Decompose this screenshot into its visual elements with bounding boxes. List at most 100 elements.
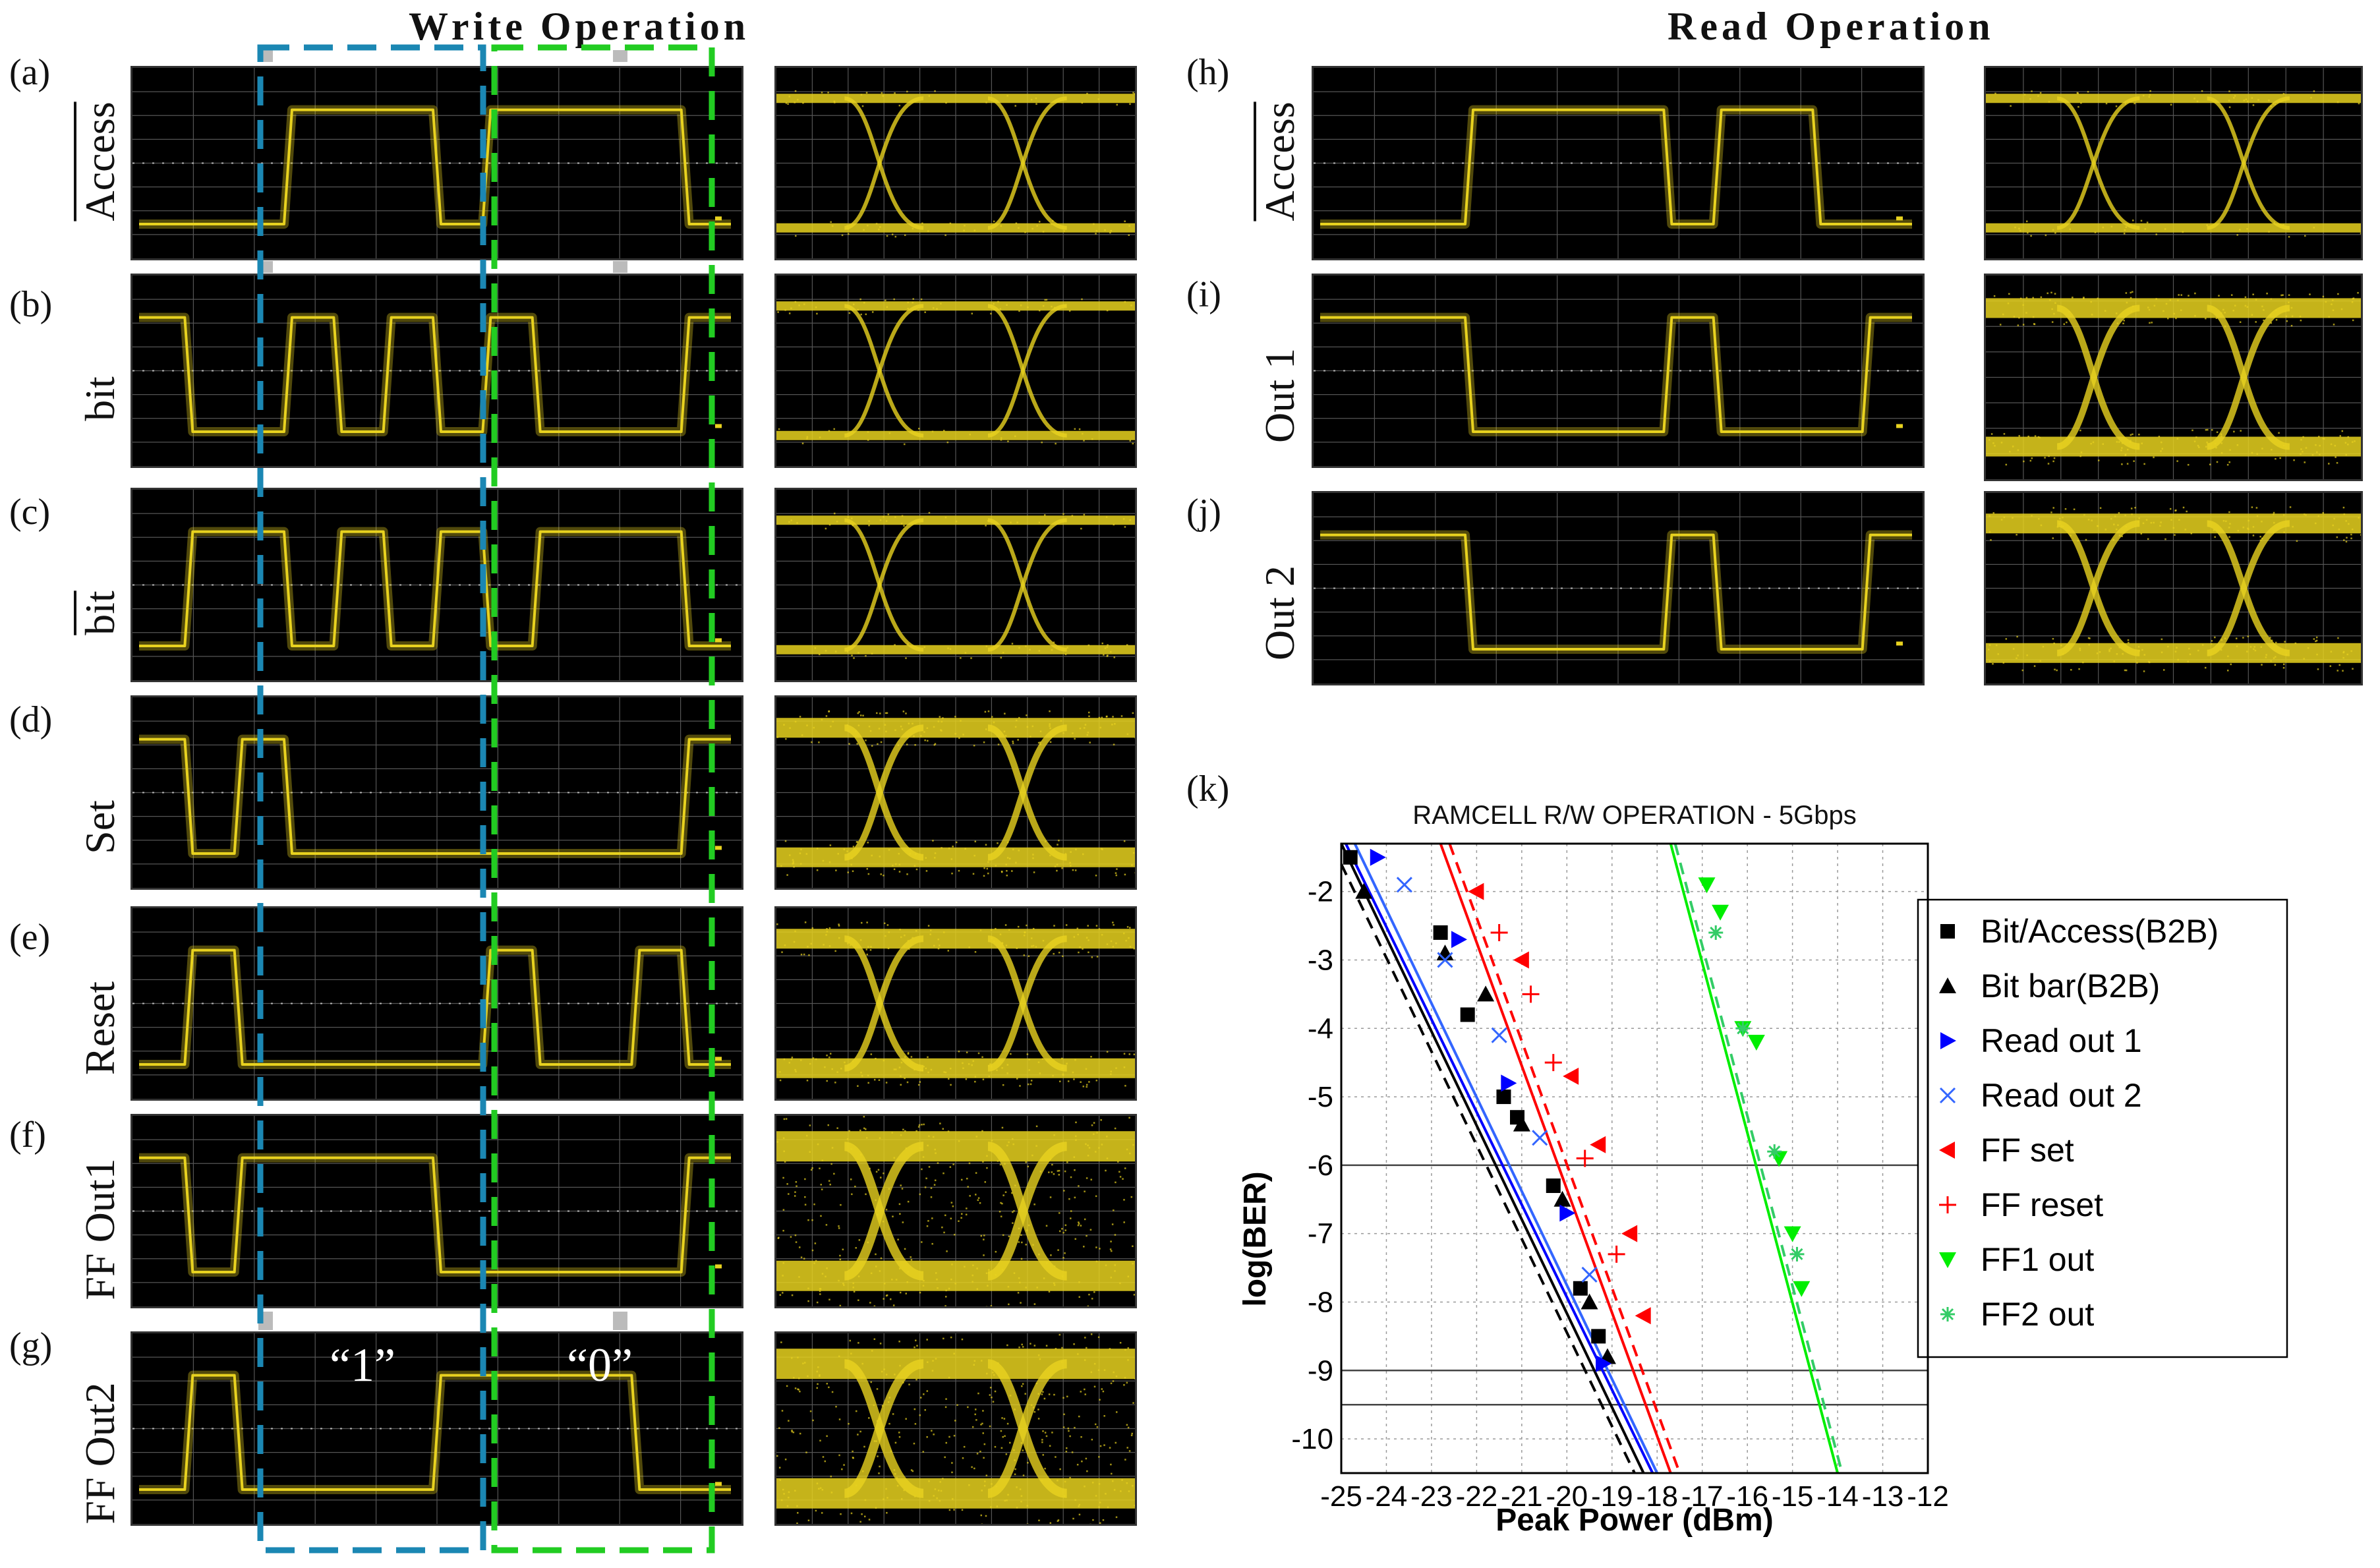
data-point [1468,883,1484,900]
bit-one-annotation: “1” [330,1339,395,1391]
trace-marker [715,1482,722,1486]
y-tick-label: -10 [1291,1423,1333,1455]
data-point [1708,925,1724,940]
trace-plot [132,276,741,466]
eye-top-rail [1986,94,2361,103]
fit-line [1340,863,1636,1474]
legend-marker [1939,977,1956,993]
data-point [1747,1035,1765,1051]
eye-noise [785,90,1135,238]
data-point [1546,1178,1561,1194]
eye-noise [788,511,1131,659]
eye-diagram-d [774,695,1137,890]
data-point [1513,1115,1530,1132]
trace-panel-h [1312,66,1925,260]
legend-label: Read out 2 [1981,1077,2142,1114]
data-point [1793,1281,1811,1297]
bit-zero-highlight-box [491,44,715,1553]
trace-panel-f [131,1114,743,1308]
eye-bottom-rail [1986,643,2361,663]
read-operation-heading: Read Operation [1668,5,1994,48]
trace-line [139,1374,731,1491]
data-point [1581,1293,1598,1310]
legend-box [1917,898,2288,1358]
eye-transition [844,935,924,1072]
eye-transition [987,1142,1068,1281]
bit-one-highlight-box [257,44,486,1553]
x-tick-label: -13 [1862,1480,1904,1513]
eye-bottom-rail [776,847,1135,867]
eye-transition [2056,305,2140,450]
data-point [1477,985,1495,1002]
x-tick-label: -14 [1816,1480,1859,1513]
chart-ticks: -25 -24 -23 -22 -21 -20 -19 -18 -17 -16 -15 -14 -13-… [1291,876,1948,1513]
data-point [1370,848,1386,866]
x-tick-label: -19 [1591,1480,1633,1513]
eye-plot [776,1333,1135,1524]
data-point [1576,1149,1594,1167]
eye-diagram-c [774,488,1137,682]
trace-marker [715,1057,722,1061]
eye-top-rail [776,929,1135,949]
scope-grid [132,490,741,680]
data-point [1608,1245,1625,1263]
trace-line [139,530,731,647]
gray-marker [613,1312,627,1330]
chart-grid [1341,844,1929,1473]
data-point [1460,1007,1475,1022]
data-point [1451,931,1467,948]
panel-label-j: (j) [1186,492,1221,533]
data-point [1596,1354,1612,1372]
scope-grid [132,68,741,258]
legend-label: FF1 out [1981,1241,2094,1278]
panel-label-d: (d) [9,699,53,740]
eye-bottom-rail [776,1260,1135,1291]
fit-line [1673,843,1843,1474]
trace-panel-e [131,906,743,1101]
data-point [1355,883,1373,899]
y-tick-label: -6 [1308,1149,1333,1182]
x-tick-label: -25 [1320,1480,1362,1513]
panel-label-b: (b) [9,284,53,325]
eye-noise [776,921,1135,1088]
panel-label-a: (a) [9,52,51,93]
eye-bottom-rail [776,430,1135,440]
legend-label: Read out 1 [1981,1022,2142,1059]
panel-label-h: (h) [1186,52,1230,93]
trace-line [1320,108,1912,225]
eye-noise [1994,90,2361,238]
trace-plot [1314,493,1923,683]
eye-bottom-rail [776,223,1135,233]
y-tick-label: -5 [1308,1081,1333,1113]
data-point [1544,1054,1562,1072]
legend-marker [1939,1252,1956,1268]
eye-transition [987,96,1067,230]
panel-label-g: (g) [9,1325,53,1366]
eye-transition [2206,520,2290,656]
panel-label-f: (f) [9,1115,46,1155]
trace-marker [1896,641,1903,646]
trace-line [1320,316,1912,433]
eye-transition [987,518,1067,652]
ber-chart: RAMCELL R/W OPERATION - 5Gbps Peak Power… [1238,801,2288,1538]
eye-transition [844,518,924,652]
panel-label-i: (i) [1186,274,1221,315]
data-point [1433,925,1448,940]
fit-line [1353,843,1659,1474]
data-point [1496,1089,1511,1105]
data-point [1784,1226,1801,1242]
data-point [1635,1307,1651,1325]
eye-noise [776,710,1135,877]
x-tick-label: -16 [1726,1480,1768,1513]
legend-label: Bit/Access(B2B) [1981,913,2219,950]
eye-bottom-rail [776,645,1135,654]
trace-marker [715,424,722,428]
legend-marker [1939,1142,1955,1159]
eye-transition [843,1142,925,1281]
chart-series-points [1343,848,1811,1372]
eye-transition [2056,96,2140,230]
data-point [1712,904,1729,921]
write-operation-heading: Write Operation [409,5,750,48]
trace-marker [715,846,722,850]
gray-marker [613,50,627,62]
